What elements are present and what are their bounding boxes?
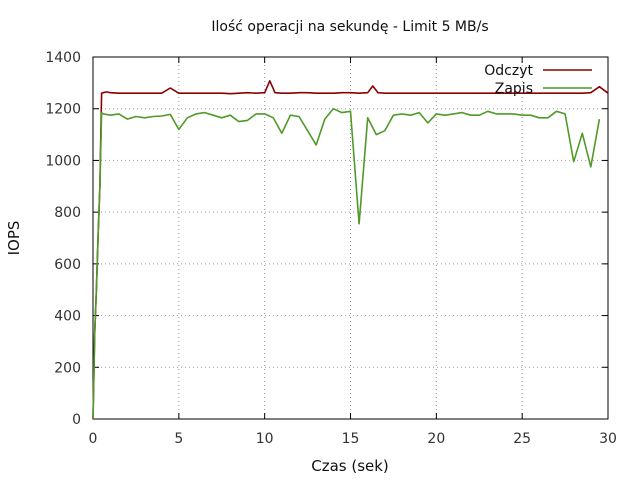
- series: [92, 80, 609, 420]
- y-tick-label: 200: [54, 360, 81, 376]
- legend-label-odczyt: Odczyt: [484, 63, 533, 79]
- x-tick-label: 0: [89, 431, 98, 447]
- series-line-zapis: [92, 107, 601, 420]
- y-tick-label: 800: [54, 205, 81, 221]
- y-axis-title: IOPS: [5, 221, 23, 256]
- series-line-odczyt: [92, 80, 609, 420]
- x-tick-label: 30: [599, 431, 617, 447]
- y-tick-label: 400: [54, 309, 81, 325]
- x-tick-label: 5: [174, 431, 183, 447]
- x-tick-label: 15: [342, 431, 360, 447]
- y-tick-label: 1200: [45, 102, 81, 118]
- x-tick-label: 25: [513, 431, 531, 447]
- legend: Odczyt Zapis: [484, 63, 592, 97]
- x-axis-title: Czas (sek): [311, 457, 389, 475]
- y-tick-label: 1400: [45, 50, 81, 66]
- legend-label-zapis: Zapis: [495, 81, 533, 97]
- axis-ticks: 0 200 400 600 800 1000 1200 1400 0 5 10 15 20 25 30: [45, 50, 617, 447]
- y-tick-label: 0: [72, 412, 81, 428]
- x-tick-label: 20: [427, 431, 445, 447]
- y-tick-label: 1000: [45, 153, 81, 169]
- x-tick-label: 10: [256, 431, 274, 447]
- y-tick-label: 600: [54, 257, 81, 273]
- chart-title: Ilość operacji na sekundę - Limit 5 MB/s: [211, 19, 488, 35]
